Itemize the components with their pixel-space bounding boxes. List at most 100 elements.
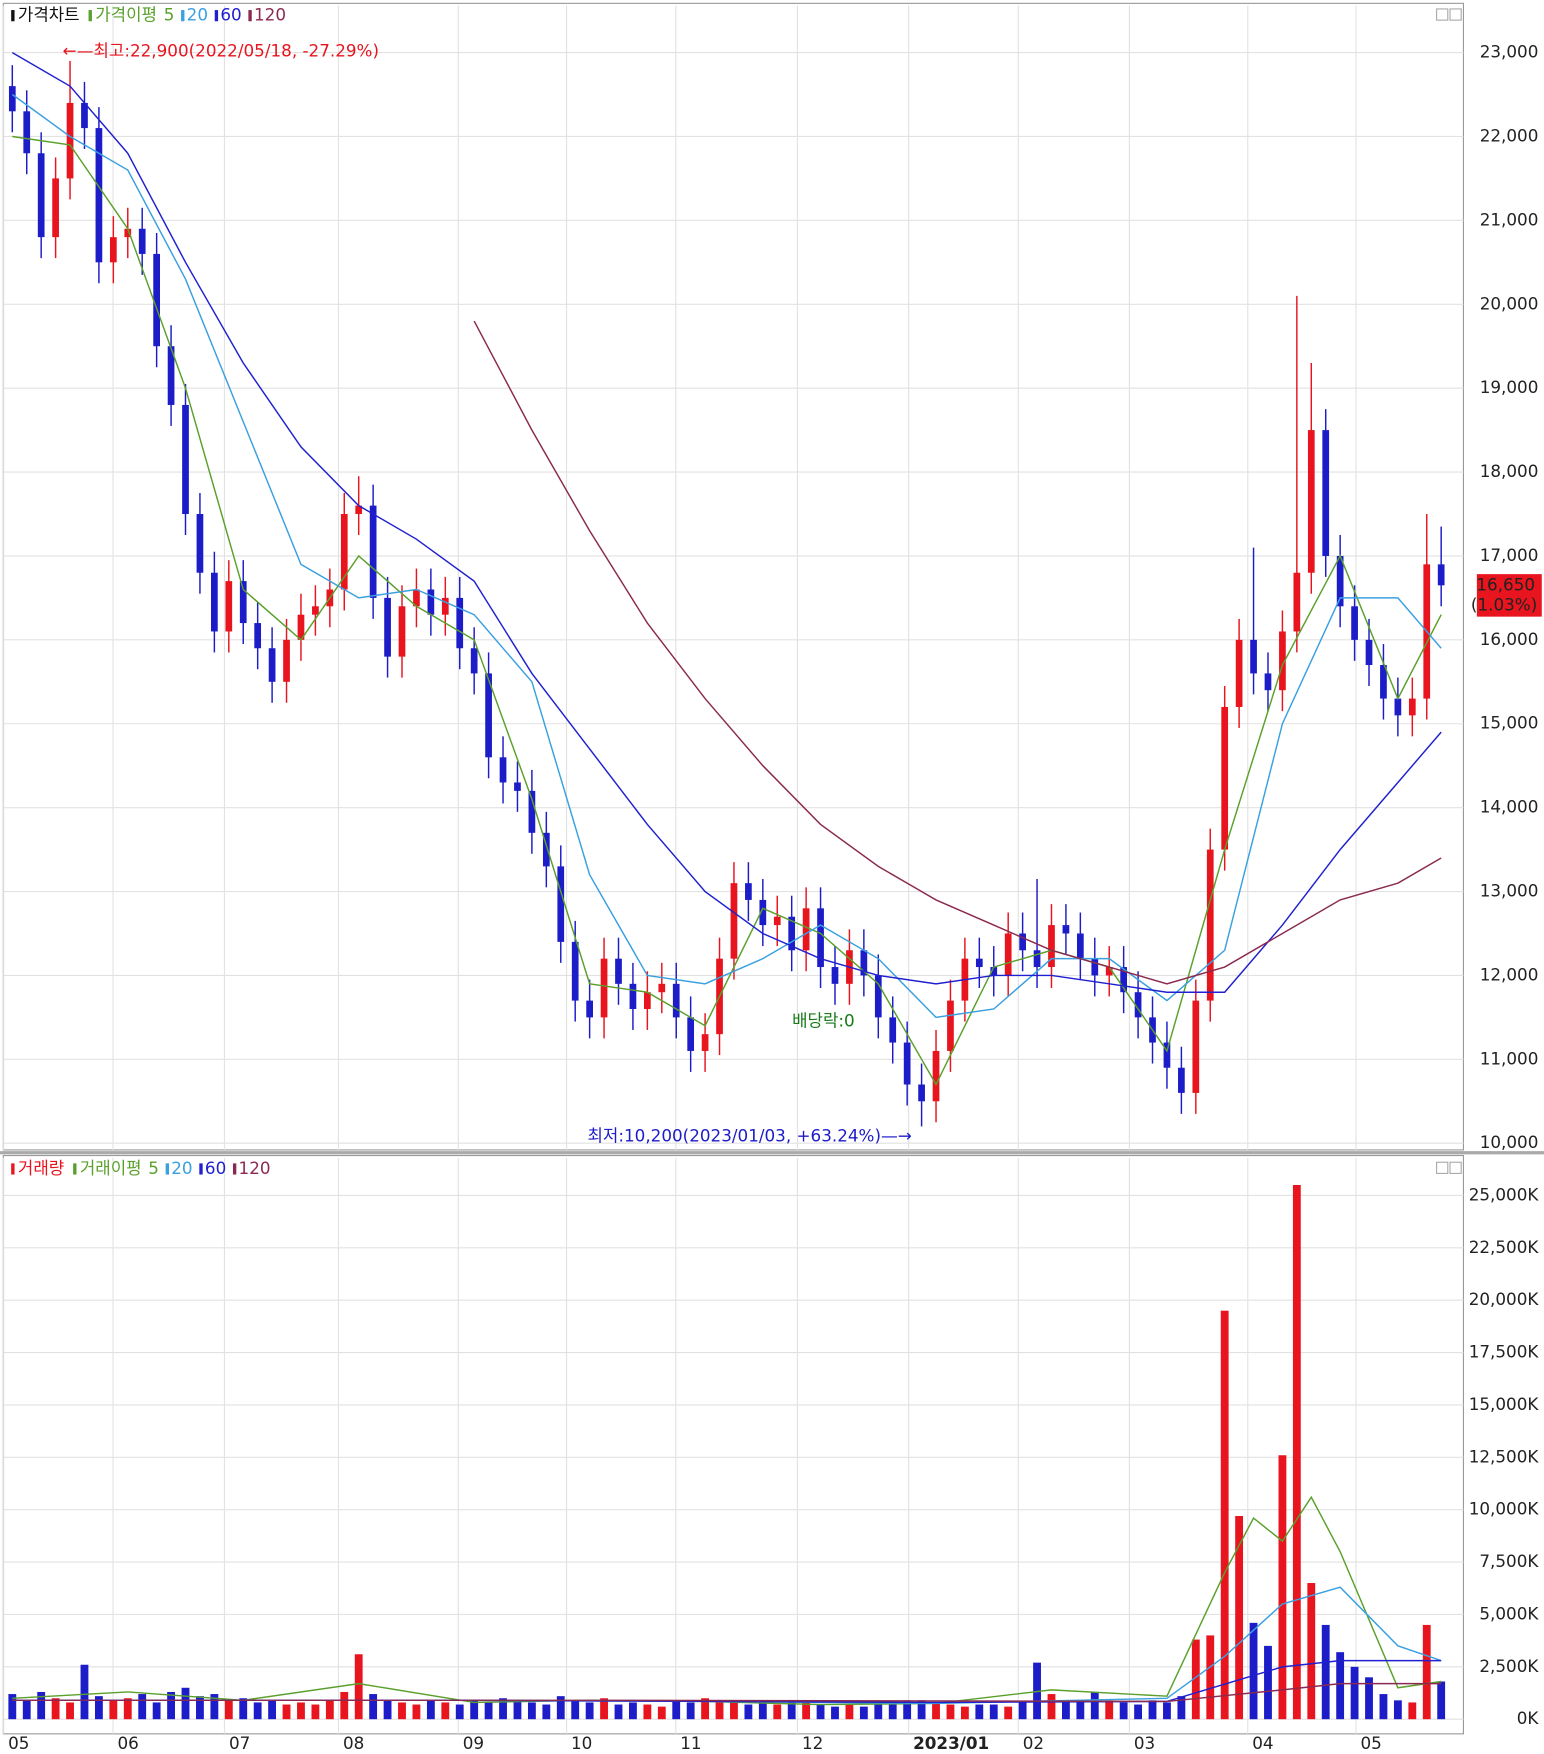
candle-body	[254, 623, 262, 649]
candle-body	[1048, 925, 1055, 968]
x-tick-label: 02	[1023, 1733, 1044, 1753]
candle-body	[1062, 925, 1070, 934]
volume-bar	[268, 1700, 277, 1720]
y-tick-label: 19,000	[1480, 377, 1539, 397]
candle-body	[37, 153, 45, 238]
legend-entry: 60	[205, 1158, 226, 1178]
volume-bar	[426, 1700, 435, 1720]
candle-body	[66, 102, 74, 179]
candle-body	[860, 950, 868, 976]
volume-bar	[527, 1702, 536, 1720]
candle-body	[1264, 673, 1272, 691]
volume-bar	[109, 1700, 118, 1720]
volume-bar	[758, 1702, 767, 1720]
candle-body	[1250, 639, 1257, 674]
volume-bar	[672, 1700, 681, 1720]
candle-body	[1206, 849, 1214, 1001]
candle-body	[297, 614, 305, 640]
candle-body	[1033, 950, 1041, 968]
volume-bar	[1004, 1706, 1013, 1720]
volume-bar	[1090, 1691, 1099, 1720]
legend-entry: 20	[171, 1158, 192, 1178]
candle-body	[788, 916, 796, 951]
candle-body	[1091, 958, 1099, 976]
legend-entry: 5	[148, 1158, 159, 1178]
volume-bar	[22, 1700, 31, 1720]
volume-bar	[94, 1696, 103, 1720]
volume-bar	[989, 1704, 998, 1720]
candle-body	[340, 514, 348, 590]
volume-bar	[210, 1694, 219, 1720]
y-tick-label: 20,000	[1480, 293, 1539, 313]
candle-body	[687, 1017, 695, 1051]
candle-body	[52, 178, 59, 238]
x-tick-label: 05	[8, 1733, 29, 1753]
candle-body	[1004, 933, 1012, 976]
candle-body	[283, 639, 290, 682]
volume-bar	[8, 1694, 17, 1720]
volume-bar	[239, 1698, 248, 1720]
volume-bar	[441, 1702, 450, 1720]
x-tick-label: 10	[571, 1733, 592, 1753]
candle-body	[1322, 430, 1330, 556]
volume-bar	[1076, 1702, 1085, 1720]
volume-bar	[311, 1704, 320, 1720]
candle-body	[95, 128, 103, 263]
candle-body	[557, 866, 565, 942]
volume-bar	[1206, 1635, 1215, 1720]
volume-bar	[686, 1702, 695, 1720]
x-tick-label: 11	[680, 1733, 701, 1753]
ma-line	[12, 1682, 1442, 1703]
volume-bar	[80, 1664, 89, 1720]
candle-body	[918, 1084, 925, 1102]
legend-swatch	[181, 10, 185, 22]
candle-body	[384, 597, 391, 657]
y-tick-label: 12,500K	[1469, 1446, 1540, 1466]
candle-body	[81, 102, 88, 129]
legend-entry: 120	[239, 1158, 271, 1178]
candle-body	[817, 908, 824, 968]
y-tick-label: 20,000K	[1469, 1289, 1540, 1309]
ma-line	[12, 1495, 1442, 1706]
legend-swatch	[11, 10, 15, 22]
volume-bar	[1105, 1700, 1114, 1720]
candle-body	[1394, 698, 1402, 716]
high-annotation: ←—최고:22,900(2022/05/18, -27.29%)	[63, 40, 379, 60]
candle-body	[369, 505, 377, 598]
candle-body	[124, 228, 132, 238]
candle-body	[268, 648, 276, 682]
candle-body	[109, 237, 117, 263]
volume-bar	[845, 1704, 854, 1720]
x-tick-label: 12	[802, 1733, 823, 1753]
volume-bar	[975, 1704, 984, 1720]
candle-body	[947, 1000, 954, 1051]
volume-bar	[1220, 1310, 1229, 1720]
volume-bar	[1379, 1694, 1388, 1720]
last-change-label: (1.03%)	[1471, 594, 1537, 614]
x-tick-label: 05	[1360, 1733, 1381, 1753]
volume-bar	[1191, 1639, 1200, 1720]
candle-body	[586, 1000, 593, 1018]
y-tick-label: 17,500K	[1469, 1342, 1540, 1362]
x-tick-label: 07	[229, 1733, 250, 1753]
volume-bar	[1235, 1515, 1244, 1720]
y-tick-label: 22,500K	[1469, 1237, 1540, 1257]
volume-bar	[398, 1702, 406, 1720]
volume-bar	[773, 1704, 782, 1720]
volume-bar	[614, 1704, 623, 1720]
volume-bar	[874, 1702, 883, 1720]
candle-body	[903, 1042, 911, 1085]
y-tick-label: 5,000K	[1479, 1603, 1539, 1623]
candle-body	[1437, 564, 1445, 586]
candle-body	[975, 958, 983, 968]
volume-bar	[629, 1702, 637, 1720]
panel-button	[1436, 1161, 1449, 1174]
volume-bar	[1278, 1455, 1287, 1720]
candle-body	[239, 581, 247, 624]
volume-bar	[66, 1702, 74, 1720]
candle-body	[773, 916, 781, 926]
volume-bar	[37, 1691, 46, 1720]
panel-button	[1449, 8, 1462, 21]
volume-bar	[787, 1700, 796, 1720]
